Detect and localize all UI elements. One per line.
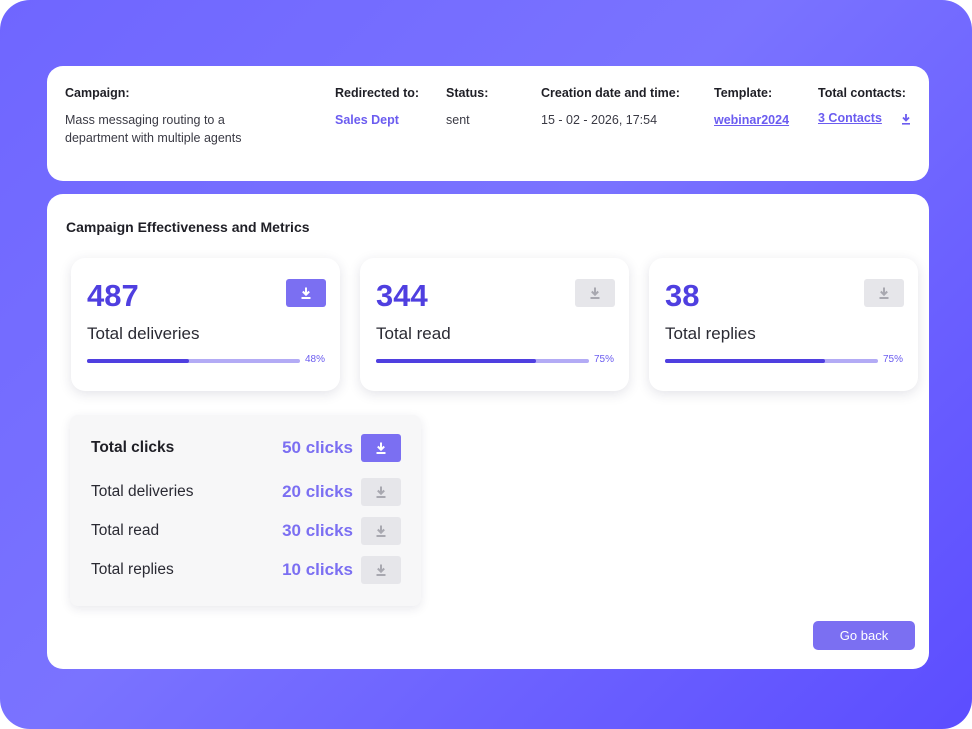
clicks-row-value: 50 clicks [282, 438, 353, 457]
campaign-label: Campaign: [65, 86, 130, 100]
download-icon [376, 486, 386, 498]
progress-percent: 75% [883, 354, 904, 365]
download-button[interactable] [864, 279, 904, 307]
campaign-value-line1: Mass messaging routing to a [65, 113, 225, 127]
metric-value: 344 [376, 278, 428, 313]
download-icon [376, 564, 386, 576]
download-icon [879, 287, 889, 299]
status-column: Status: sent [446, 86, 488, 129]
contacts-column: Total contacts: 3 Contacts [818, 86, 911, 127]
download-button[interactable] [361, 556, 401, 584]
download-button[interactable] [286, 279, 326, 307]
progress-percent: 48% [305, 354, 326, 365]
clicks-row-replies: Total replies 10 clicks [91, 556, 401, 584]
status-value: sent [446, 113, 470, 127]
metric-card-read: 344 Total read 75% [360, 258, 629, 391]
section-title: Campaign Effectiveness and Metrics [66, 219, 310, 235]
redirected-value: Sales Dept [335, 113, 399, 127]
progress-bar [87, 359, 300, 363]
download-icon[interactable] [901, 113, 911, 125]
progress-bar [376, 359, 589, 363]
progress-fill [665, 359, 825, 363]
clicks-row-deliveries: Total deliveries 20 clicks [91, 478, 401, 506]
download-button[interactable] [361, 517, 401, 545]
metric-label: Total deliveries [87, 324, 200, 343]
status-label: Status: [446, 86, 489, 100]
campaign-info-card: Campaign: Mass messaging routing to a de… [47, 66, 929, 181]
template-column: Template: webinar2024 [714, 86, 789, 129]
download-icon [301, 287, 311, 299]
progress-bar [665, 359, 878, 363]
progress-percent: 75% [594, 354, 615, 365]
download-icon [590, 287, 600, 299]
template-link[interactable]: webinar2024 [714, 113, 790, 127]
created-column: Creation date and time: 15 - 02 - 2026, … [541, 86, 680, 129]
metrics-card: Campaign Effectiveness and Metrics 487 T… [47, 194, 929, 669]
clicks-row-value: 20 clicks [282, 482, 353, 501]
clicks-panel: Total clicks 50 clicks Total deliveries … [70, 415, 421, 606]
clicks-row-label: Total deliveries [91, 483, 194, 500]
clicks-row-value: 10 clicks [282, 560, 353, 579]
progress-fill [87, 359, 190, 363]
download-button[interactable] [575, 279, 615, 307]
campaign-column: Campaign: Mass messaging routing to a de… [65, 86, 241, 147]
created-value: 15 - 02 - 2026, 17:54 [541, 113, 658, 127]
redirected-label: Redirected to: [335, 86, 420, 100]
download-button[interactable] [361, 434, 401, 462]
clicks-row-value: 30 clicks [282, 521, 353, 540]
clicks-row-label: Total replies [91, 561, 174, 578]
metric-label: Total replies [665, 324, 756, 343]
redirected-column: Redirected to: Sales Dept [335, 86, 419, 129]
template-label: Template: [714, 86, 773, 100]
metric-label: Total read [376, 324, 451, 343]
clicks-row-read: Total read 30 clicks [91, 517, 401, 545]
clicks-row-label: Total clicks [91, 439, 175, 456]
download-icon [376, 525, 386, 537]
download-button[interactable] [361, 478, 401, 506]
metric-card-replies: 38 Total replies 75% [649, 258, 918, 391]
go-back-button[interactable]: Go back [813, 621, 915, 650]
progress-fill [376, 359, 536, 363]
campaign-value-line2: department with multiple agents [65, 131, 242, 145]
contacts-row: 3 Contacts [818, 109, 911, 127]
campaign-value: Mass messaging routing to a department w… [65, 111, 241, 147]
metric-value: 38 [665, 278, 700, 313]
metric-value: 487 [87, 278, 139, 313]
clicks-row-label: Total read [91, 522, 160, 539]
clicks-row-total: Total clicks 50 clicks [91, 434, 401, 462]
contacts-link[interactable]: 3 Contacts [818, 111, 882, 125]
contacts-label: Total contacts: [818, 86, 906, 100]
metric-card-deliveries: 487 Total deliveries 48% [71, 258, 340, 391]
download-icon [376, 442, 386, 454]
created-label: Creation date and time: [541, 86, 680, 100]
